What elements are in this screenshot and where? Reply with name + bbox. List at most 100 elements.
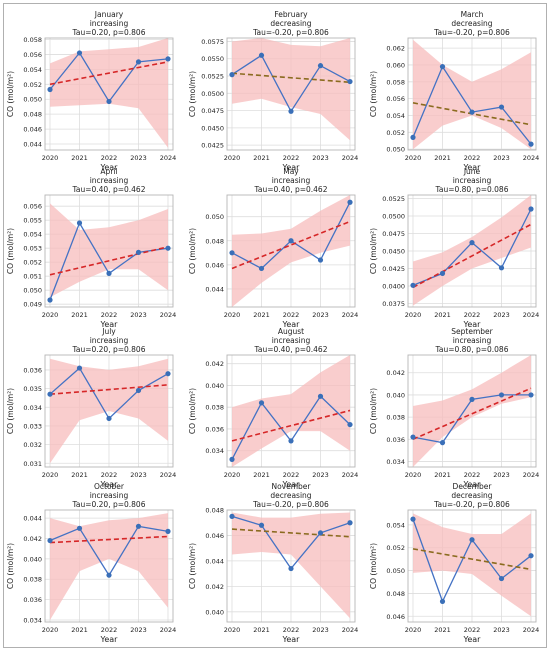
x-axis-label: Year — [282, 163, 301, 172]
data-point — [135, 387, 142, 394]
y-tick-label: 0.0450 — [201, 124, 224, 132]
panel-title: June — [463, 167, 481, 176]
y-tick-label: 0.034 — [23, 616, 42, 624]
y-tick-label: 0.060 — [386, 61, 405, 69]
x-axis-label: Year — [463, 320, 482, 329]
x-tick-label: 2023 — [312, 626, 329, 634]
y-axis-label: CO (mol/m²) — [6, 228, 15, 274]
y-tick-label: 0.050 — [205, 213, 224, 221]
data-point — [258, 400, 265, 406]
trend-direction: increasing — [272, 176, 311, 185]
x-tick-label: 2024 — [523, 626, 540, 634]
data-point — [469, 537, 475, 543]
y-tick-label: 0.034 — [205, 447, 224, 455]
y-tick-label: 0.0400 — [382, 283, 405, 291]
data-point — [317, 530, 324, 536]
y-tick-label: 0.038 — [205, 404, 224, 412]
y-tick-label: 0.048 — [386, 590, 405, 598]
trend-statistics: Tau=0.80, p=0.086 — [435, 345, 509, 354]
y-tick-label: 0.056 — [386, 95, 405, 103]
x-tick-label: 2021 — [71, 471, 88, 479]
data-point — [498, 104, 505, 110]
panel-january: 0.044 0.046 0.048 0.050 0.052 0.054 0.056 0.058… — [6, 10, 176, 172]
trend-direction: decreasing — [451, 491, 492, 500]
data-point — [528, 141, 534, 147]
panel-title: August — [278, 327, 304, 336]
confidence-band — [232, 512, 350, 619]
x-tick-label: 2022 — [464, 471, 481, 479]
y-tick-label: 0.040 — [23, 555, 42, 563]
y-tick-label: 0.054 — [386, 521, 405, 529]
x-tick-label: 2021 — [253, 626, 270, 634]
x-axis-label: Year — [463, 480, 482, 489]
panel-april: 0.049 0.050 0.051 0.052 0.053 0.054 0.055 0.056… — [6, 167, 176, 329]
confidence-band — [413, 355, 531, 467]
data-point — [106, 415, 112, 422]
trend-statistics: Tau=0.20, p=0.806 — [72, 28, 146, 37]
y-tick-label: 0.0475 — [382, 230, 405, 238]
data-point — [288, 238, 294, 244]
data-point — [106, 270, 112, 276]
y-tick-label: 0.044 — [205, 285, 224, 293]
x-tick-label: 2021 — [434, 154, 451, 162]
data-point — [410, 282, 416, 288]
y-axis-label: CO (mol/m²) — [188, 388, 197, 434]
y-tick-label: 0.054 — [23, 231, 42, 239]
plot-frame — [226, 194, 356, 308]
y-tick-label: 0.035 — [23, 385, 42, 393]
data-point — [288, 565, 294, 572]
data-point — [106, 98, 112, 105]
x-axis-label: Year — [282, 635, 301, 644]
trend-statistics: Tau=0.40, p=0.462 — [254, 345, 328, 354]
confidence-band — [413, 513, 531, 617]
data-point — [76, 525, 83, 531]
data-point — [528, 553, 534, 559]
y-axis-label: CO (mol/m²) — [369, 228, 378, 274]
x-tick-label: 2020 — [224, 311, 241, 319]
y-axis-label: CO (mol/m²) — [188, 543, 197, 589]
x-tick-label: 2022 — [283, 311, 300, 319]
y-tick-label: 0.036 — [23, 596, 42, 604]
plot-frame — [226, 509, 356, 623]
trend-statistics: Tau=-0.20, p=0.806 — [433, 500, 510, 509]
plot-frame — [407, 37, 537, 151]
data-point — [135, 249, 142, 255]
y-axis-label: CO (mol/m²) — [369, 71, 378, 117]
x-tick-label: 2021 — [71, 311, 88, 319]
panel-october: 0.034 0.036 0.038 0.040 0.042 0.044 2020 2021 20… — [6, 482, 176, 644]
trend-direction: decreasing — [451, 19, 492, 28]
data-point — [439, 270, 446, 276]
y-tick-label: 0.042 — [205, 583, 224, 591]
trend-direction: increasing — [453, 176, 492, 185]
x-tick-label: 2023 — [130, 311, 147, 319]
y-tick-label: 0.042 — [23, 535, 42, 543]
data-point — [288, 108, 294, 114]
trend-direction: increasing — [453, 336, 492, 345]
confidence-band — [413, 195, 531, 306]
trend-line — [412, 387, 532, 441]
data-point — [347, 199, 353, 205]
x-tick-label: 2023 — [312, 154, 329, 162]
data-point — [347, 78, 353, 85]
data-point — [317, 63, 324, 69]
y-tick-label: 0.062 — [386, 45, 405, 53]
confidence-band — [50, 38, 168, 148]
x-tick-label: 2021 — [253, 311, 270, 319]
confidence-band — [232, 195, 350, 307]
y-tick-label: 0.042 — [386, 369, 405, 377]
data-point — [165, 245, 171, 251]
y-tick-label: 0.046 — [205, 532, 224, 540]
data-point — [76, 220, 83, 226]
x-tick-label: 2021 — [434, 471, 451, 479]
x-tick-label: 2024 — [160, 471, 177, 479]
trend-statistics: Tau=0.20, p=0.806 — [72, 500, 146, 509]
y-tick-label: 0.044 — [205, 557, 224, 565]
x-tick-label: 2022 — [101, 471, 118, 479]
plot-frame — [44, 509, 174, 623]
x-tick-label: 2022 — [464, 626, 481, 634]
y-tick-label: 0.046 — [23, 126, 42, 134]
plot-frame — [226, 37, 356, 151]
data-point — [229, 456, 235, 462]
x-tick-label: 2020 — [42, 471, 59, 479]
data-point — [439, 440, 446, 446]
